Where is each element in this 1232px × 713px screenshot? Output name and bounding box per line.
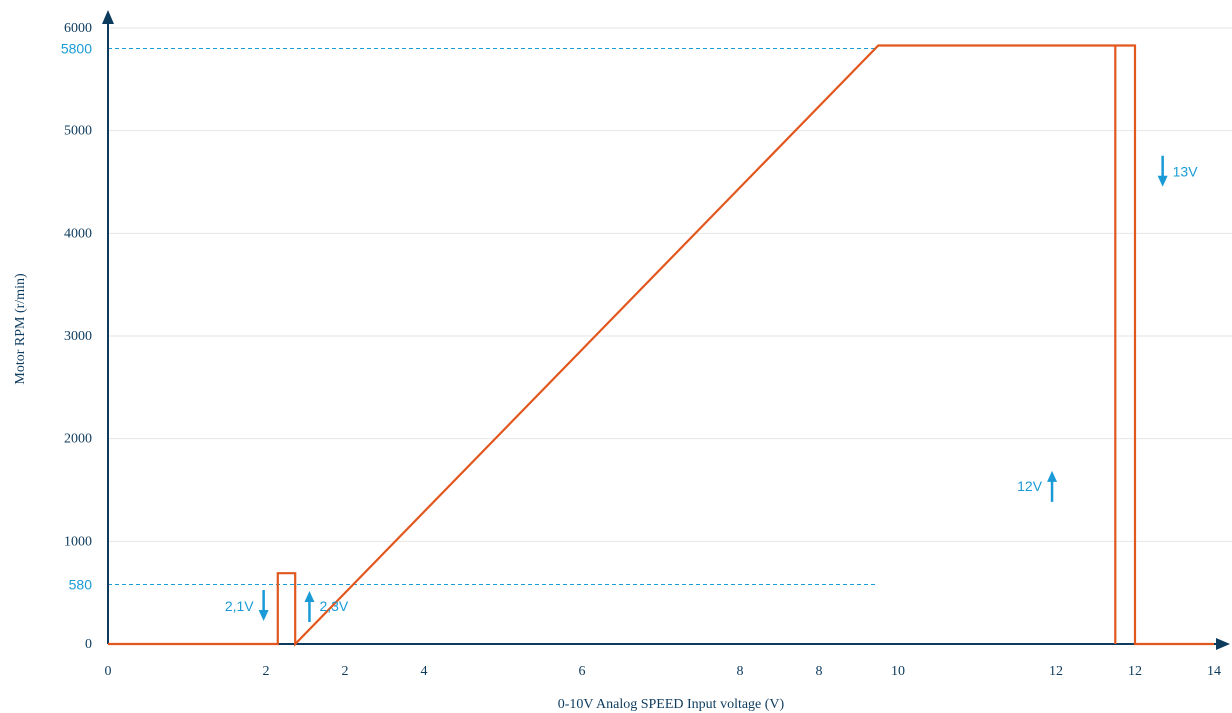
annotation-label: 2,3V bbox=[319, 598, 348, 614]
x-tick-label-8: 12 bbox=[1049, 664, 1063, 679]
x-tick-label-7: 10 bbox=[891, 664, 905, 679]
y-axis-arrow bbox=[102, 10, 114, 24]
annotation-arrow-up-icon bbox=[1047, 470, 1058, 482]
x-tick-label-6: 8 bbox=[816, 664, 823, 679]
x-axis-arrow bbox=[1216, 638, 1230, 650]
series-line-0 bbox=[108, 44, 1214, 647]
annotation-arrow-up-icon bbox=[304, 591, 315, 603]
annotation-3: 13V bbox=[1157, 155, 1199, 187]
reference-label-580: 580 bbox=[69, 576, 93, 592]
y-tick-label-2000: 2000 bbox=[64, 432, 92, 447]
annotation-arrow-down-icon bbox=[1157, 175, 1168, 187]
x-tick-label-0: 0 bbox=[105, 664, 112, 679]
x-tick-label-4: 6 bbox=[579, 664, 586, 679]
x-tick-label-2: 2 bbox=[342, 664, 349, 679]
annotation-arrow-down-icon bbox=[258, 610, 269, 622]
x-tick-labels: 0 2 2 4 6 8 8 10 12 12 14 bbox=[105, 664, 1222, 679]
y-axis-title: Motor RPM (r/min) bbox=[13, 273, 28, 385]
x-tick-label-5: 8 bbox=[737, 664, 744, 679]
annotation-1: 2,3V bbox=[304, 591, 349, 623]
reference-lines: 5800 580 bbox=[61, 41, 875, 592]
annotation-label: 12V bbox=[1017, 478, 1043, 494]
x-tick-label-3: 4 bbox=[421, 664, 428, 679]
y-tick-label-6000: 6000 bbox=[64, 21, 92, 36]
y-tick-label-5000: 5000 bbox=[64, 124, 92, 139]
annotation-0: 2,1V bbox=[225, 590, 269, 622]
x-tick-label-9: 12 bbox=[1128, 664, 1142, 679]
grid-lines bbox=[108, 27, 1232, 542]
x-tick-label-1: 2 bbox=[263, 664, 270, 679]
series bbox=[108, 44, 1214, 647]
y-tick-label-4000: 4000 bbox=[64, 226, 92, 241]
annotation-label: 13V bbox=[1173, 164, 1199, 180]
x-axis-title: 0-10V Analog SPEED Input voltage (V) bbox=[558, 697, 785, 712]
y-tick-label-0: 0 bbox=[85, 637, 92, 652]
annotation-2: 12V bbox=[1017, 470, 1058, 502]
y-tick-label-1000: 1000 bbox=[64, 534, 92, 549]
reference-label-5800: 5800 bbox=[61, 41, 92, 57]
y-tick-label-3000: 3000 bbox=[64, 329, 92, 344]
y-tick-labels: 0 1000 2000 3000 4000 5000 6000 bbox=[64, 21, 92, 652]
axes bbox=[102, 10, 1230, 650]
annotation-label: 2,1V bbox=[225, 598, 254, 614]
x-tick-label-10: 14 bbox=[1207, 664, 1221, 679]
annotations: 2,1V 2,3V 12V 13V bbox=[225, 155, 1199, 623]
